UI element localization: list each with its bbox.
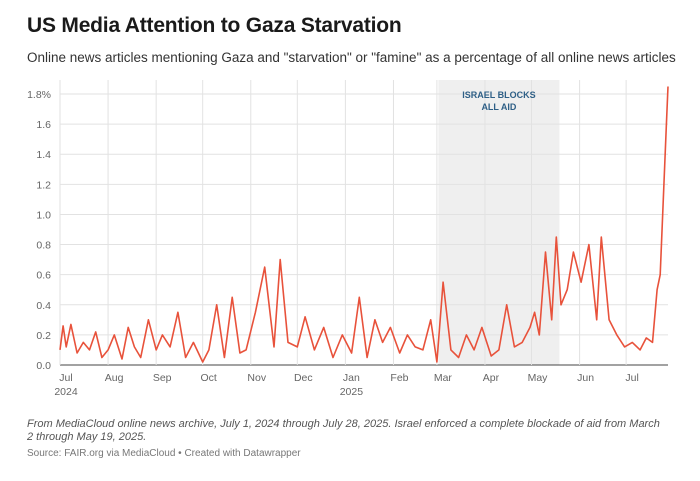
x-tick-label: Apr xyxy=(483,372,500,384)
x-tick-label: Feb xyxy=(390,372,408,384)
x-tick-label: Sep xyxy=(153,372,172,384)
y-tick-label: 1.0 xyxy=(36,209,51,221)
x-tick-label: Jul xyxy=(59,372,72,384)
y-tick-label: 0.8 xyxy=(36,240,51,252)
x-tick-label: Oct xyxy=(201,372,217,384)
x-tick-year: 2025 xyxy=(340,386,364,398)
chart-title: US Media Attention to Gaza Starvation xyxy=(27,14,402,37)
y-tick-label: 1.6 xyxy=(36,119,51,131)
x-tick-label: Jan xyxy=(343,372,360,384)
x-tick-label: Nov xyxy=(247,372,266,384)
chart-subtitle: Online news articles mentioning Gaza and… xyxy=(27,50,676,65)
y-tick-label: 1.8% xyxy=(27,89,51,101)
y-tick-label: 0.0 xyxy=(36,360,51,372)
chart-source: Source: FAIR.org via MediaCloud • Create… xyxy=(27,448,301,459)
y-tick-label: 1.2 xyxy=(36,179,51,191)
x-tick-label: May xyxy=(528,372,549,384)
x-tick-label: Dec xyxy=(294,372,313,384)
annotation-label-line1: ISRAEL BLOCKS xyxy=(462,90,535,100)
y-tick-label: 0.6 xyxy=(36,270,51,282)
x-tick-label: Mar xyxy=(434,372,453,384)
y-tick-label: 1.4 xyxy=(36,149,51,161)
y-tick-label: 0.2 xyxy=(36,330,51,342)
x-tick-label: Jun xyxy=(577,372,594,384)
x-tick-label: Jul xyxy=(625,372,638,384)
blockade-period-shade xyxy=(438,80,560,365)
y-tick-label: 0.4 xyxy=(36,300,51,312)
annotation-label-line2: ALL AID xyxy=(481,102,516,112)
series-line xyxy=(59,86,669,363)
chart-notes: From MediaCloud online news archive, Jul… xyxy=(27,418,660,443)
x-tick-label: Aug xyxy=(105,372,124,384)
x-tick-year: 2024 xyxy=(54,386,78,398)
